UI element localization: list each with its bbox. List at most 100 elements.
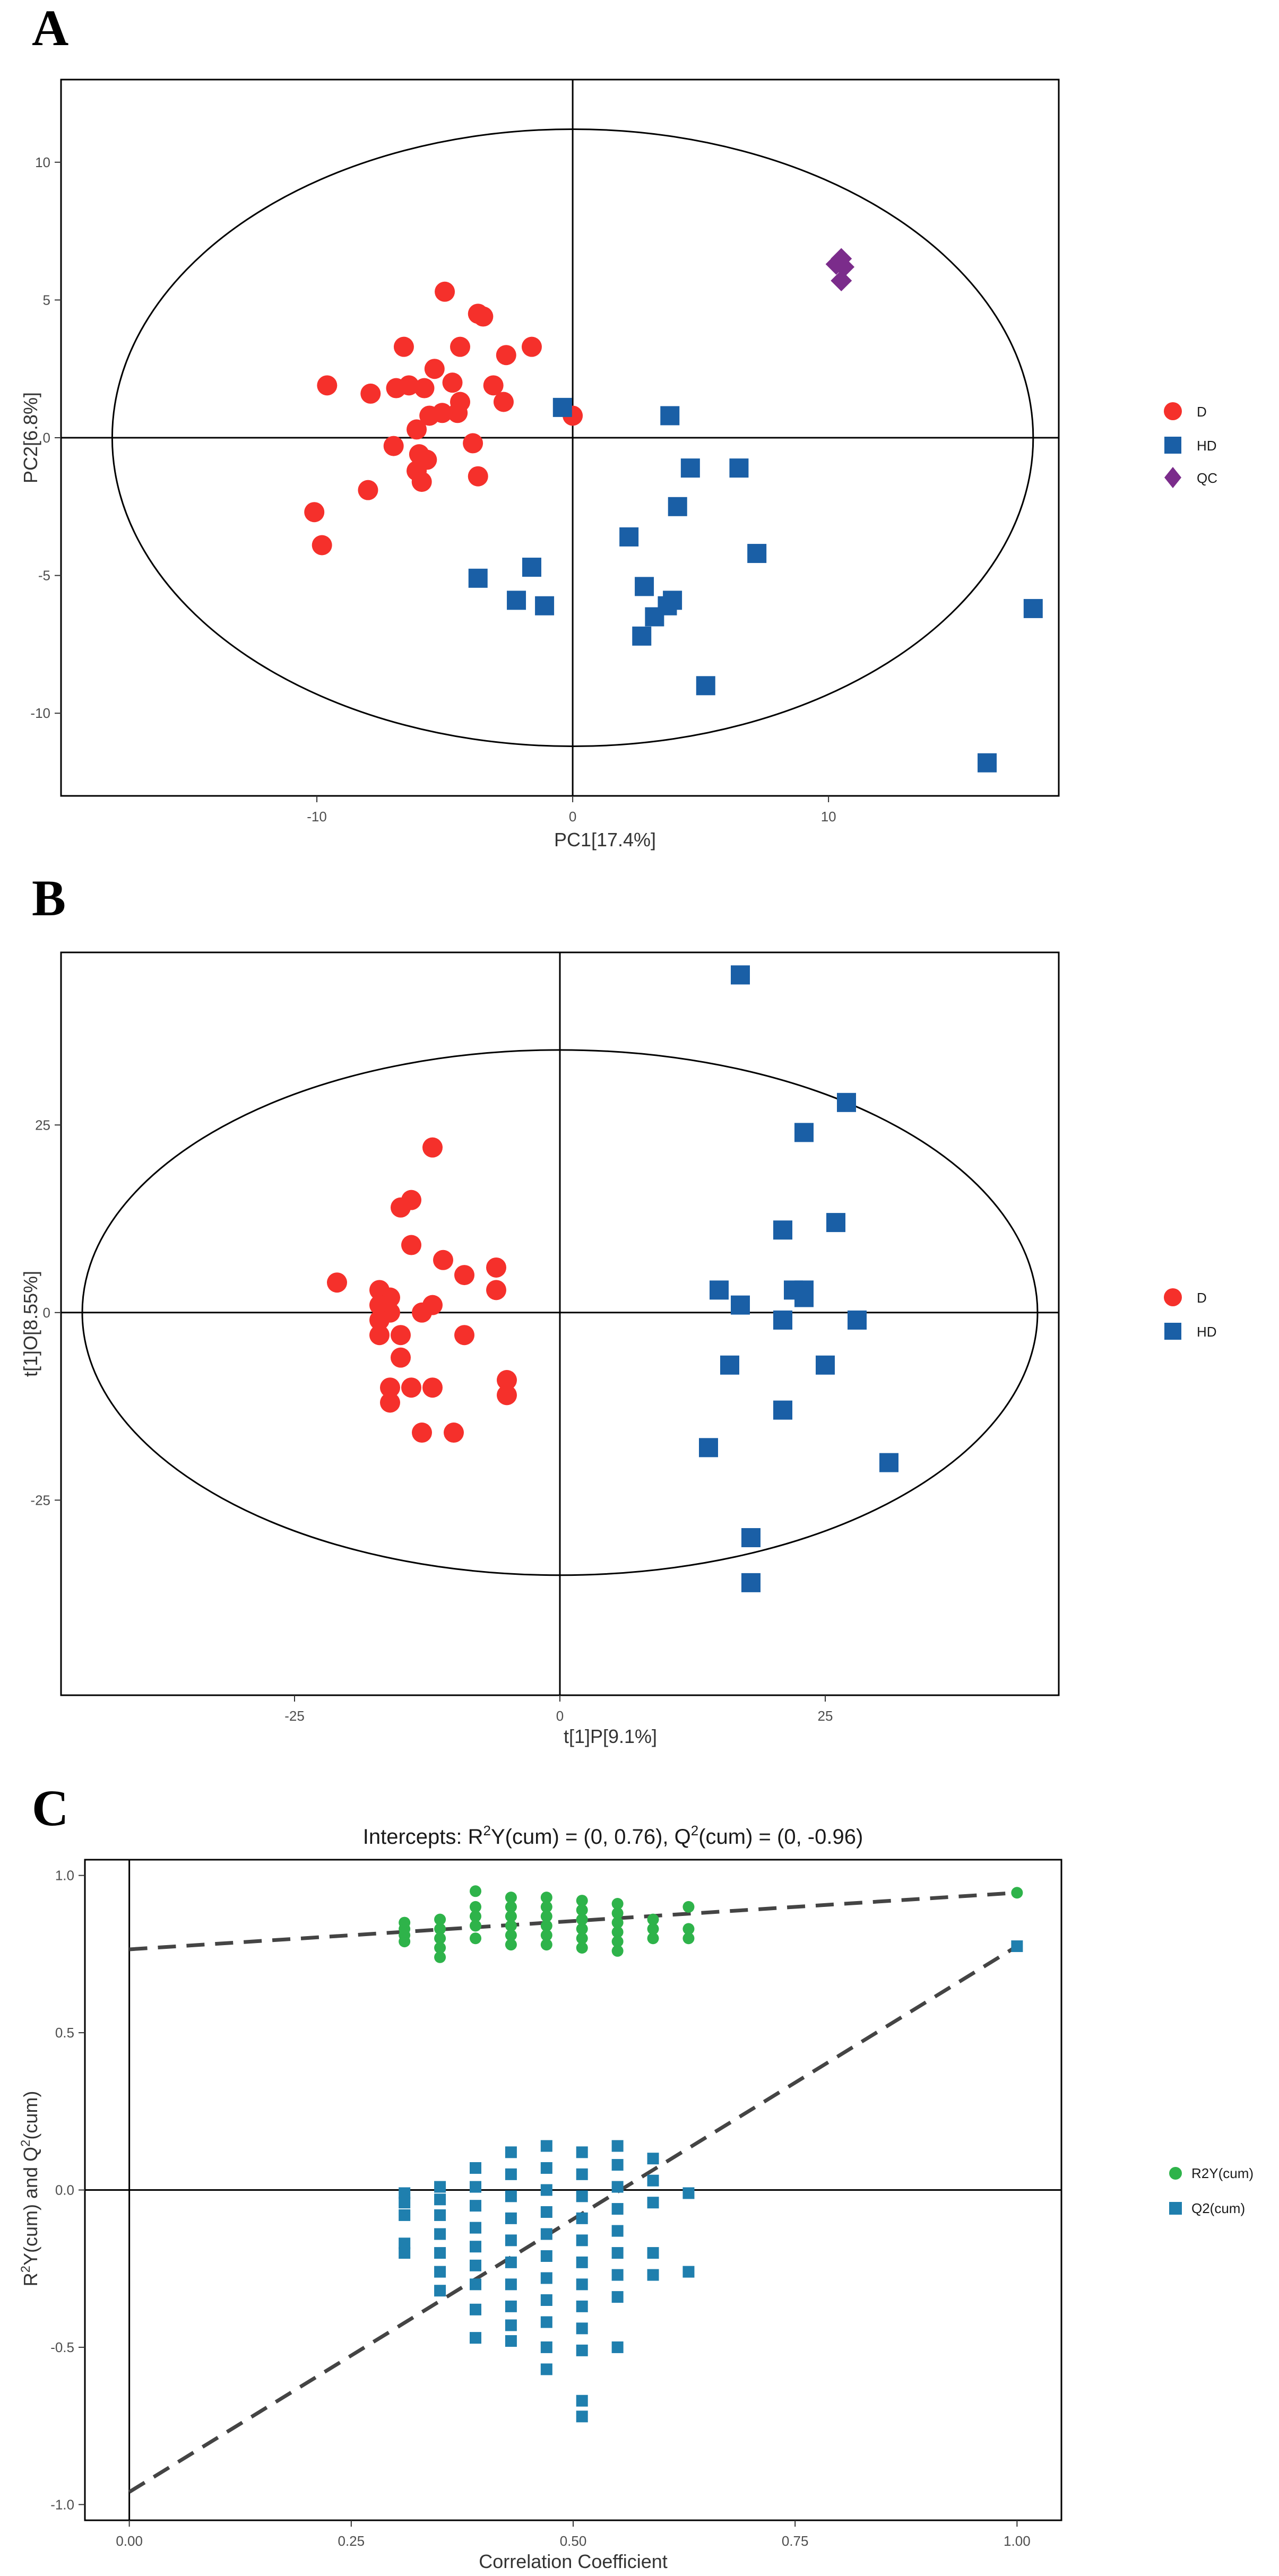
legend-a-d-swatch xyxy=(1164,402,1182,420)
panel-a-point-d xyxy=(424,359,445,379)
panel-c-point-r2y-cum xyxy=(611,1945,624,1957)
panel-b-point-d xyxy=(486,1280,506,1300)
panel-a-point-d xyxy=(473,306,494,327)
panel-a-y-tick-label: 5 xyxy=(43,292,50,308)
panel-a-x-tick-label: 10 xyxy=(821,809,836,825)
panel-b-point-hd xyxy=(731,965,750,985)
panel-c-point-q2-cum xyxy=(505,2278,517,2291)
panel-c-point-r2y-cum xyxy=(576,1904,588,1916)
panel-c-point-q2-cum xyxy=(682,2266,695,2278)
panel-c-point-q2-cum xyxy=(434,2181,446,2193)
panel-b-confidence-ellipse xyxy=(81,1049,1039,1576)
panel-c-point-r2y-cum xyxy=(505,1901,517,1913)
panel-c-point-q2-cum xyxy=(470,2259,481,2271)
panel-c-point-r2y-cum xyxy=(576,1923,588,1935)
panel-c-legend: R2Y(cum) Q2(cum) xyxy=(1169,2165,1254,2216)
panel-c-point-r2y-cum xyxy=(576,1895,588,1907)
panel-c-point-r2y-cum xyxy=(647,1923,659,1935)
panel-c-point-q2-cum xyxy=(470,2162,481,2174)
panel-b-y-tick-label: 25 xyxy=(35,1117,50,1133)
panel-a-point-hd xyxy=(1023,599,1043,618)
panel-c-points xyxy=(399,1885,1023,2423)
panel-c-point-q2-cum xyxy=(576,2322,588,2335)
panel-c-point-r2y-cum xyxy=(540,1892,552,1904)
panel-a-y-tick-label: 10 xyxy=(35,154,50,170)
panel-b-point-d xyxy=(380,1377,400,1398)
panel-a-letter: A xyxy=(32,0,68,56)
panel-a-point-hd xyxy=(696,676,715,696)
panel-c-point-r2y-cum xyxy=(505,1910,517,1922)
panel-c-point-q2-cum xyxy=(540,2272,552,2284)
panel-c-y-ticks: -1.0 -0.5 0.0 0.5 1.0 xyxy=(50,1868,85,2512)
panel-b-point-d xyxy=(486,1257,506,1278)
panel-a-y-axis-title: PC2[6.8%] xyxy=(20,392,41,483)
panel-c-point-q2-cum xyxy=(540,2341,552,2353)
panel-a-point-hd xyxy=(729,458,749,478)
panel-a-point-d xyxy=(493,392,514,412)
panel-c-point-q2-cum xyxy=(540,2294,552,2306)
panel-c-point-q2-cum xyxy=(576,2168,588,2180)
panel-c-point-r2y-cum xyxy=(540,1939,552,1951)
panel-a-point-hd xyxy=(632,626,652,646)
panel-a-x-tick-label: 0 xyxy=(569,809,576,825)
panel-c-point-q2-cum xyxy=(540,2363,552,2375)
panel-a-point-d xyxy=(447,403,468,423)
panel-c-point-q2-cum xyxy=(576,2344,588,2356)
panel-c-point-q2-cum xyxy=(505,2190,517,2202)
panel-c-point-r2y-cum xyxy=(434,1913,446,1926)
panel-a-point-hd xyxy=(747,544,767,563)
panel-c: C Intercepts: R2Y(cum) = (0, 0.76), Q2(c… xyxy=(19,1780,1254,2572)
legend-a-hd-swatch xyxy=(1164,437,1181,454)
panel-c-point-q2-cum xyxy=(434,2247,446,2259)
panel-b-point-d xyxy=(422,1295,443,1315)
panel-c-point-r2y-cum xyxy=(611,1936,624,1948)
panel-a-x-axis-title: PC1[17.4%] xyxy=(554,829,656,851)
panel-c-point-r2y-cum xyxy=(682,1923,695,1935)
panel-b-point-hd xyxy=(741,1528,761,1548)
panel-a-point-hd xyxy=(522,558,541,577)
panel-c-point-q2-cum xyxy=(1011,1940,1023,1953)
panel-b-point-hd xyxy=(848,1310,867,1330)
panel-c-point-q2-cum xyxy=(505,2212,517,2224)
panel-c-x-tick-label: 0.75 xyxy=(782,2533,809,2549)
panel-a-point-hd xyxy=(660,406,680,426)
legend-b-hd-swatch xyxy=(1164,1323,1181,1340)
panel-a-point-d xyxy=(393,336,414,357)
panel-c-point-r2y-cum xyxy=(399,1936,411,1948)
panel-c-point-r2y-cum xyxy=(647,1932,659,1945)
panel-c-point-q2-cum xyxy=(434,2228,446,2240)
panel-c-point-q2-cum xyxy=(576,2410,588,2423)
panel-c-point-r2y-cum xyxy=(434,1932,446,1945)
panel-b-point-hd xyxy=(710,1280,729,1300)
panel-c-point-q2-cum xyxy=(505,2335,517,2347)
panel-a-point-qc xyxy=(831,270,852,292)
panel-b-x-tick-label: 25 xyxy=(818,1708,833,1724)
panel-b-points xyxy=(327,965,898,1592)
panel-a-point-d xyxy=(304,502,325,523)
panel-c-title: Intercepts: R2Y(cum) = (0, 0.76), Q2(cum… xyxy=(363,1823,863,1849)
panel-c-regression-line-r2y-cum- xyxy=(129,1890,1017,1951)
panel-c-point-q2-cum xyxy=(682,2187,695,2199)
panel-b-x-tick-label: -25 xyxy=(284,1708,305,1724)
panel-c-point-q2-cum xyxy=(611,2181,624,2193)
panel-c-point-r2y-cum xyxy=(505,1892,517,1904)
panel-c-regression-lines xyxy=(128,1890,1018,2494)
panel-a-confidence-ellipse xyxy=(111,128,1034,748)
panel-c-point-q2-cum xyxy=(470,2181,481,2193)
panel-a-point-d xyxy=(483,375,504,396)
panel-a-point-hd xyxy=(978,753,997,773)
panel-a-y-tick-label: -5 xyxy=(38,568,50,584)
panel-c-point-r2y-cum xyxy=(647,1913,659,1926)
panel-b-point-d xyxy=(444,1423,464,1443)
panel-c-point-r2y-cum xyxy=(505,1929,517,1941)
panel-a-point-hd xyxy=(468,568,488,588)
panel-b-point-hd xyxy=(794,1288,814,1307)
panel-c-point-r2y-cum xyxy=(540,1929,552,1941)
panel-c-point-q2-cum xyxy=(576,2278,588,2291)
panel-c-point-r2y-cum xyxy=(470,1910,481,1922)
panel-c-point-q2-cum xyxy=(399,2247,411,2259)
panel-b-point-d xyxy=(391,1347,411,1368)
legend-c-q2-swatch xyxy=(1169,2202,1182,2215)
panel-b-point-d xyxy=(433,1250,453,1270)
panel-c-point-q2-cum xyxy=(470,2222,481,2234)
